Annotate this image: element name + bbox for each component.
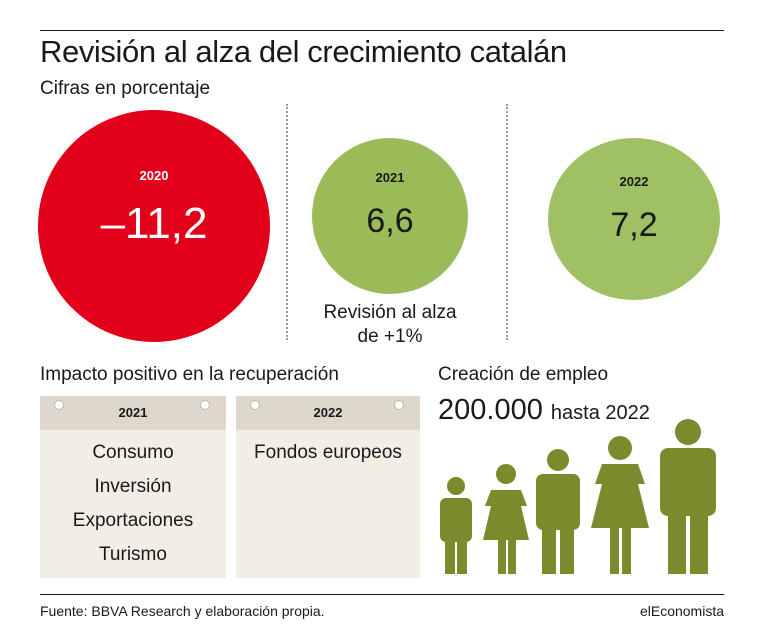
brand-name: elEconomista	[639, 603, 724, 619]
binder-ring-icon	[394, 400, 404, 410]
growth-circle-2021: 2021 6,6	[312, 138, 468, 294]
circle-value: 6,6	[366, 202, 414, 240]
woman-icon	[591, 436, 649, 574]
impact-heading: Impacto positivo en la recuperación	[40, 364, 339, 385]
card-body: Fondos europeos	[236, 430, 420, 578]
card-body: Consumo Inversión Exportaciones Turismo	[40, 430, 226, 578]
binder-ring-icon	[200, 400, 210, 410]
card-item: Fondos europeos	[254, 442, 402, 463]
revision-note: Revisión al alza de +1%	[302, 301, 478, 349]
employment-heading: Creación de empleo	[438, 364, 609, 385]
source-note: Fuente: BBVA Research y elaboración prop…	[40, 603, 325, 619]
man-icon	[440, 477, 472, 574]
employment-figure: 200.000 hasta 2022	[438, 394, 650, 427]
top-rule	[40, 30, 724, 31]
circle-year: 2020	[139, 168, 169, 183]
card-item: Inversión	[94, 476, 172, 497]
man-icon	[536, 449, 580, 574]
separator-1	[286, 104, 288, 340]
card-item: Turismo	[99, 544, 167, 565]
employment-number: 200.000	[438, 394, 543, 426]
people-illustration	[440, 419, 716, 574]
circle-year: 2022	[619, 174, 649, 189]
growth-circle-2022: 2022 7,2	[548, 138, 720, 300]
bottom-rule	[40, 594, 724, 595]
card-item: Consumo	[92, 442, 174, 463]
revision-note-line2: de +1%	[357, 326, 423, 347]
card-year-header: 2021	[40, 396, 226, 430]
circle-value: –11,2	[100, 199, 208, 248]
woman-icon	[483, 464, 529, 574]
page-subtitle: Cifras en porcentaje	[40, 78, 211, 99]
impact-card-2021: 2021 Consumo Inversión Exportaciones Tur…	[40, 396, 226, 578]
employment-suffix: hasta 2022	[550, 402, 650, 424]
card-item: Exportaciones	[72, 510, 194, 531]
binder-ring-icon	[54, 400, 64, 410]
revision-note-line1: Revisión al alza	[323, 302, 457, 323]
impact-card-2022: 2022 Fondos europeos	[236, 396, 420, 578]
binder-ring-icon	[250, 400, 260, 410]
man-icon	[660, 419, 716, 574]
separator-2	[506, 104, 508, 340]
circle-year: 2021	[375, 170, 405, 185]
page-title: Revisión al alza del crecimiento catalán	[40, 34, 567, 69]
circle-value: 7,2	[610, 206, 658, 244]
card-year-header: 2022	[236, 396, 420, 430]
growth-circle-2020: 2020 –11,2	[38, 110, 270, 342]
